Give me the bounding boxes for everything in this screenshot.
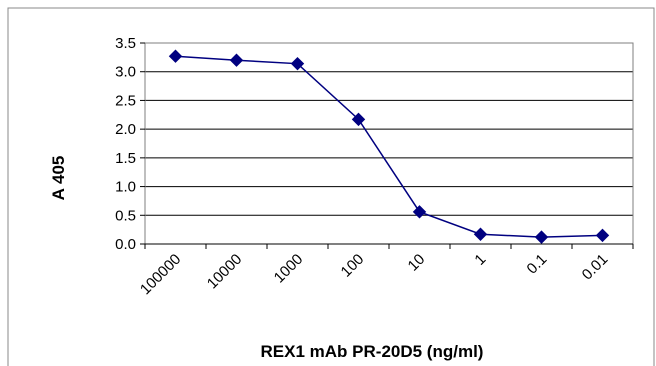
series-line [175, 55, 603, 238]
data-point [351, 112, 366, 127]
data-point [534, 230, 549, 244]
data-point [229, 53, 244, 67]
data-point [595, 228, 610, 243]
y-tick-label: 3.5 [115, 35, 136, 52]
y-axis-ticks: 0.0 0.5 1.0 1.5 2.0 2.5 3.0 3.5 [115, 35, 145, 253]
y-tick-label: 2.5 [115, 92, 136, 109]
y-tick-label: 0.5 [115, 207, 136, 224]
y-tick-label: 1.0 [115, 179, 136, 196]
data-point [290, 56, 305, 71]
y-tick-label: 3.0 [115, 64, 136, 81]
series-markers [168, 49, 610, 244]
y-axis-title: A 405 [49, 156, 68, 201]
y-tick-label: 1.5 [115, 150, 136, 167]
x-axis-title: REX1 mAb PR-20D5 (ng/ml) [261, 342, 484, 361]
data-point [412, 205, 427, 219]
y-tick-label: 2.0 [115, 121, 136, 138]
data-point [473, 227, 488, 241]
y-tick-label: 0.0 [115, 236, 136, 253]
data-point [168, 49, 183, 63]
